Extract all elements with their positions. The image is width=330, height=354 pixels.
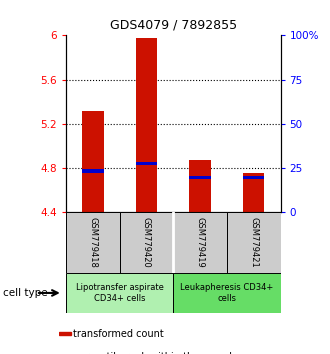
Bar — [173, 212, 227, 273]
Bar — [189, 176, 211, 179]
Text: percentile rank within the sample: percentile rank within the sample — [73, 352, 238, 354]
Text: GSM779421: GSM779421 — [249, 217, 258, 268]
Bar — [66, 273, 173, 313]
Bar — [66, 212, 120, 273]
Bar — [173, 273, 280, 313]
Bar — [189, 160, 211, 212]
Text: GSM779420: GSM779420 — [142, 217, 151, 268]
Text: transformed count: transformed count — [73, 329, 164, 339]
Bar — [82, 169, 104, 172]
Bar — [119, 212, 173, 273]
Text: cell type: cell type — [3, 288, 48, 298]
Bar — [243, 176, 264, 179]
Text: GSM779419: GSM779419 — [196, 217, 205, 268]
Bar — [59, 332, 71, 335]
Text: GSM779418: GSM779418 — [88, 217, 97, 268]
Text: Leukapheresis CD34+
cells: Leukapheresis CD34+ cells — [180, 283, 274, 303]
Bar — [243, 173, 264, 212]
Text: Lipotransfer aspirate
CD34+ cells: Lipotransfer aspirate CD34+ cells — [76, 283, 164, 303]
Bar — [82, 110, 104, 212]
Bar — [227, 212, 280, 273]
Bar — [136, 38, 157, 212]
Bar — [136, 161, 157, 165]
Title: GDS4079 / 7892855: GDS4079 / 7892855 — [110, 18, 237, 32]
